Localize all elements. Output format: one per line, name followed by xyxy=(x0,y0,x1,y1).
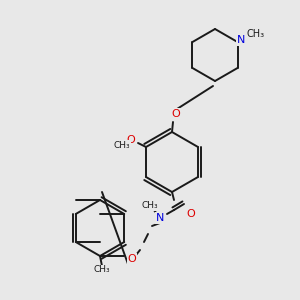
Text: O: O xyxy=(127,135,135,145)
Text: CH₃: CH₃ xyxy=(142,202,158,211)
Text: O: O xyxy=(128,254,136,264)
Text: N: N xyxy=(237,35,246,45)
Text: CH₃: CH₃ xyxy=(247,29,265,39)
Text: CH₃: CH₃ xyxy=(114,140,130,149)
Text: O: O xyxy=(172,109,180,119)
Text: N: N xyxy=(156,213,164,223)
Text: CH₃: CH₃ xyxy=(94,266,110,274)
Text: O: O xyxy=(187,209,195,219)
